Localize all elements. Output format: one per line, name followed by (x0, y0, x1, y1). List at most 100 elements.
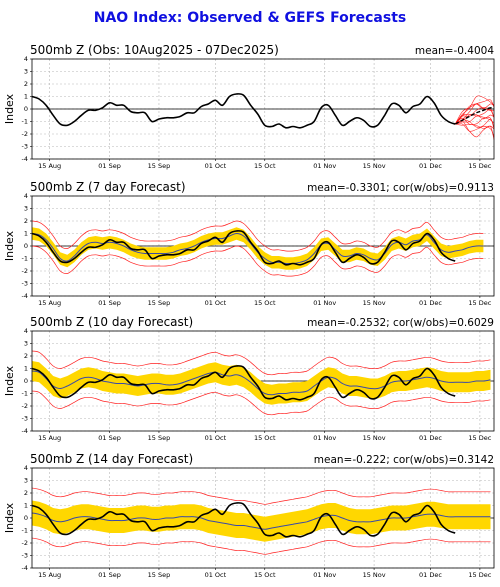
x-tick-label: 15 Nov (363, 299, 386, 307)
y-tick-label: -4 (22, 155, 28, 163)
x-tick-label: 15 Oct (254, 571, 276, 579)
ensemble-member-line (455, 123, 495, 137)
x-tick-label: 15 Oct (254, 434, 276, 442)
y-tick-label: -4 (22, 292, 28, 300)
x-tick-label: 01 Sep (98, 162, 121, 170)
y-tick-label: 1 (24, 365, 28, 373)
y-tick-label: 3 (24, 477, 28, 485)
x-tick-label: 01 Nov (313, 299, 336, 307)
x-tick-label: 01 Sep (98, 434, 121, 442)
y-tick-label: -3 (22, 415, 28, 423)
y-tick-label: 0 (24, 514, 28, 522)
observed-line (31, 230, 456, 266)
y-tick-label: -2 (22, 539, 28, 547)
y-tick-label: -1 (22, 390, 28, 398)
x-tick-label: 15 Nov (363, 162, 386, 170)
spread-band (32, 361, 491, 405)
y-tick-label: -2 (22, 130, 28, 138)
x-tick-label: 15 Sep (148, 571, 171, 579)
panel-title: 500mb Z (Obs: 10Aug2025 - 07Dec2025) (30, 43, 279, 57)
envelope-high-line (31, 220, 484, 252)
y-tick-label: -4 (22, 564, 28, 572)
envelope-low-line (31, 390, 491, 416)
x-tick-label: 01 Dec (419, 434, 442, 442)
x-tick-label: 15 Aug (38, 434, 61, 442)
y-axis-label: Index (3, 230, 16, 261)
figure-title: NAO Index: Observed & GEFS Forecasts (94, 10, 406, 26)
x-tick-label: 01 Nov (313, 434, 336, 442)
x-tick-label: 01 Dec (419, 162, 442, 170)
y-tick-label: 1 (24, 230, 28, 238)
y-tick-label: 2 (24, 80, 28, 88)
y-tick-label: 0 (24, 377, 28, 385)
x-tick-label: 15 Aug (38, 299, 61, 307)
x-tick-label: 01 Nov (313, 162, 336, 170)
x-tick-label: 01 Oct (205, 571, 227, 579)
y-axis-label: Index (3, 365, 16, 396)
y-tick-label: 1 (24, 502, 28, 510)
envelope-high-line (31, 350, 491, 376)
x-tick-label: 15 Sep (148, 434, 171, 442)
ensemble-plume (454, 95, 495, 140)
panel-4: 500mb Z (14 day Forecast) mean=-0.222; co… (3, 452, 495, 579)
y-tick-label: 4 (24, 464, 28, 472)
panel-stats: mean=-0.4004 (415, 45, 494, 57)
plot-frame (31, 467, 495, 569)
panel-stats: mean=-0.2532; cor(w/obs)=0.6029 (307, 317, 494, 329)
envelope-low-line (31, 537, 491, 555)
ensemble-member-line (454, 99, 495, 125)
spread-band (32, 227, 484, 270)
x-tick-label: 15 Aug (38, 162, 61, 170)
envelope-high-line (31, 487, 491, 505)
panel-1: 500mb Z (Obs: 10Aug2025 - 07Dec2025) mean… (3, 43, 495, 170)
plot-frame (31, 195, 495, 297)
y-axis-label: Index (3, 502, 16, 533)
panel-stats: mean=-0.222; cor(w/obs)=0.3142 (314, 454, 494, 466)
panel-stats: mean=-0.3301; cor(w/obs)=0.9113 (307, 182, 494, 194)
x-tick-label: 15 Sep (148, 162, 171, 170)
x-tick-label: 15 Nov (363, 434, 386, 442)
y-tick-label: -4 (22, 427, 28, 435)
ensemble-member-line (455, 123, 495, 130)
x-tick-label: 01 Dec (419, 571, 442, 579)
y-tick-label: 4 (24, 327, 28, 335)
x-tick-label: 01 Sep (98, 299, 121, 307)
x-tick-label: 01 Oct (205, 299, 227, 307)
y-tick-label: -2 (22, 267, 28, 275)
panel-2: 500mb Z (7 day Forecast) mean=-0.3301; co… (3, 180, 495, 307)
y-tick-label: -1 (22, 118, 28, 126)
y-tick-label: 2 (24, 352, 28, 360)
x-tick-label: 15 Dec (468, 299, 491, 307)
x-tick-label: 01 Oct (205, 434, 227, 442)
y-tick-label: 0 (24, 242, 28, 250)
y-tick-label: -2 (22, 402, 28, 410)
x-tick-label: 15 Sep (148, 299, 171, 307)
y-tick-label: 1 (24, 93, 28, 101)
plot-frame (31, 58, 495, 160)
y-tick-label: -3 (22, 552, 28, 560)
x-tick-label: 01 Sep (98, 571, 121, 579)
y-tick-label: 4 (24, 55, 28, 63)
observed-line (31, 502, 456, 538)
x-tick-label: 01 Dec (419, 299, 442, 307)
y-tick-label: -3 (22, 280, 28, 288)
panel-title: 500mb Z (7 day Forecast) (30, 180, 186, 194)
x-tick-label: 01 Oct (205, 162, 227, 170)
panel-title: 500mb Z (10 day Forecast) (30, 315, 193, 329)
x-tick-label: 15 Dec (468, 162, 491, 170)
y-tick-label: -3 (22, 143, 28, 151)
observed-line (31, 365, 456, 401)
spread-band (32, 500, 491, 542)
y-tick-label: 0 (24, 105, 28, 113)
y-tick-label: 2 (24, 489, 28, 497)
y-tick-label: -1 (22, 255, 28, 263)
x-tick-label: 15 Oct (254, 162, 276, 170)
x-tick-label: 15 Dec (468, 434, 491, 442)
ensemble-member-line (454, 108, 495, 125)
y-tick-label: -1 (22, 527, 28, 535)
x-tick-label: 01 Nov (313, 571, 336, 579)
ensemble-member-line (454, 116, 495, 130)
ensemble-member-line (454, 95, 495, 125)
